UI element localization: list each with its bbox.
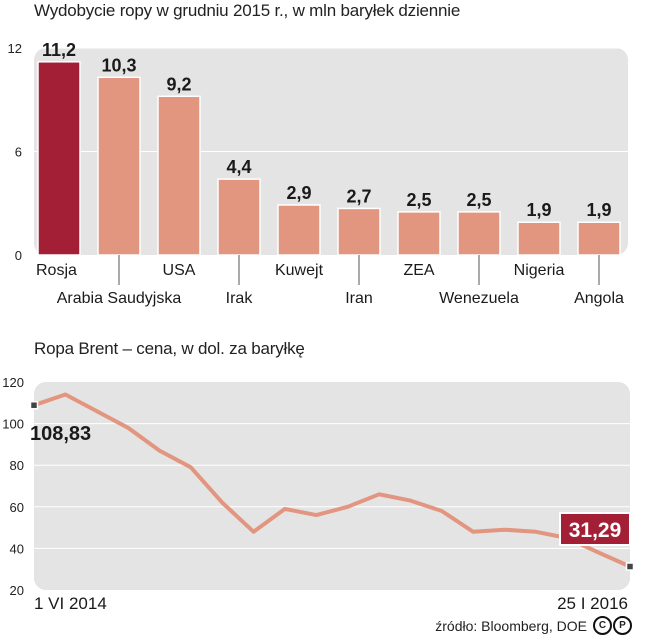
bar-category-label-4: Kuwejt <box>275 262 324 279</box>
bar-value-label-3: 4,4 <box>226 157 251 177</box>
line-ytick-2: 60 <box>10 500 24 515</box>
line-ytick-1: 40 <box>10 541 24 556</box>
line-ytick-3: 80 <box>10 458 24 473</box>
bar-category-label-2: USA <box>163 262 196 279</box>
end-value-label: 31,29 <box>569 519 622 542</box>
bar-category-label-7: Wenezuela <box>439 290 519 307</box>
bar-1 <box>97 76 141 256</box>
bar-7 <box>457 211 501 256</box>
bar-ytick-1: 6 <box>15 145 22 160</box>
bar-6 <box>397 211 441 256</box>
bar-category-label-5: Iran <box>345 290 373 307</box>
source-note: źródło: Bloomberg, DOE C P <box>435 616 632 635</box>
logo-letter-c: C <box>593 616 612 635</box>
bar-value-label-8: 1,9 <box>526 200 551 220</box>
bar-value-label-6: 2,5 <box>406 190 431 210</box>
line-chart-title: Ropa Brent – cena, w dol. za baryłkę <box>34 339 305 358</box>
bar-3 <box>217 178 261 256</box>
bar-value-label-5: 2,7 <box>346 186 371 206</box>
bar-ytick-0: 0 <box>15 248 22 263</box>
bar-category-label-1: Arabia Saudyjska <box>57 290 182 307</box>
bar-4 <box>277 204 321 256</box>
logo-letter-p: P <box>613 616 632 635</box>
line-start-date-label: 1 VI 2014 <box>34 594 107 613</box>
line-ytick-5: 120 <box>2 375 24 390</box>
bar-chart-title: Wydobycie ropy w grudniu 2015 r., w mln … <box>34 1 461 20</box>
bar-value-label-1: 10,3 <box>101 55 136 75</box>
line-plot-background <box>34 382 630 590</box>
bar-category-label-3: Irak <box>226 290 254 307</box>
publisher-logo: C P <box>593 616 632 635</box>
bar-value-label-2: 9,2 <box>166 74 191 94</box>
bar-8 <box>517 221 561 256</box>
bar-category-label-9: Angola <box>574 290 624 307</box>
line-ytick-4: 100 <box>2 417 24 432</box>
brent-price-line <box>32 392 632 569</box>
bar-value-label-9: 1,9 <box>586 200 611 220</box>
bar-value-label-0: 11,2 <box>42 40 76 60</box>
line-end-date-label: 25 I 2016 <box>557 594 628 613</box>
bar-9 <box>577 221 621 256</box>
bar-ytick-2: 12 <box>8 41 22 56</box>
bar-5 <box>337 207 381 256</box>
bar-category-label-8: Nigeria <box>514 262 565 279</box>
start-value-label: 108,83 <box>30 423 91 445</box>
line-ytick-0: 20 <box>10 583 24 598</box>
bar-value-label-7: 2,5 <box>466 190 491 210</box>
bar-value-label-4: 2,9 <box>286 183 311 203</box>
bar-0 <box>37 61 81 256</box>
bar-2 <box>157 95 201 256</box>
source-text: źródło: Bloomberg, DOE <box>435 617 587 634</box>
start-point-marker <box>29 400 39 410</box>
end-value-box <box>559 512 631 546</box>
bar-category-label-0: Rosja <box>36 262 77 279</box>
bar-category-label-6: ZEA <box>403 262 434 279</box>
end-point-marker <box>625 562 635 571</box>
